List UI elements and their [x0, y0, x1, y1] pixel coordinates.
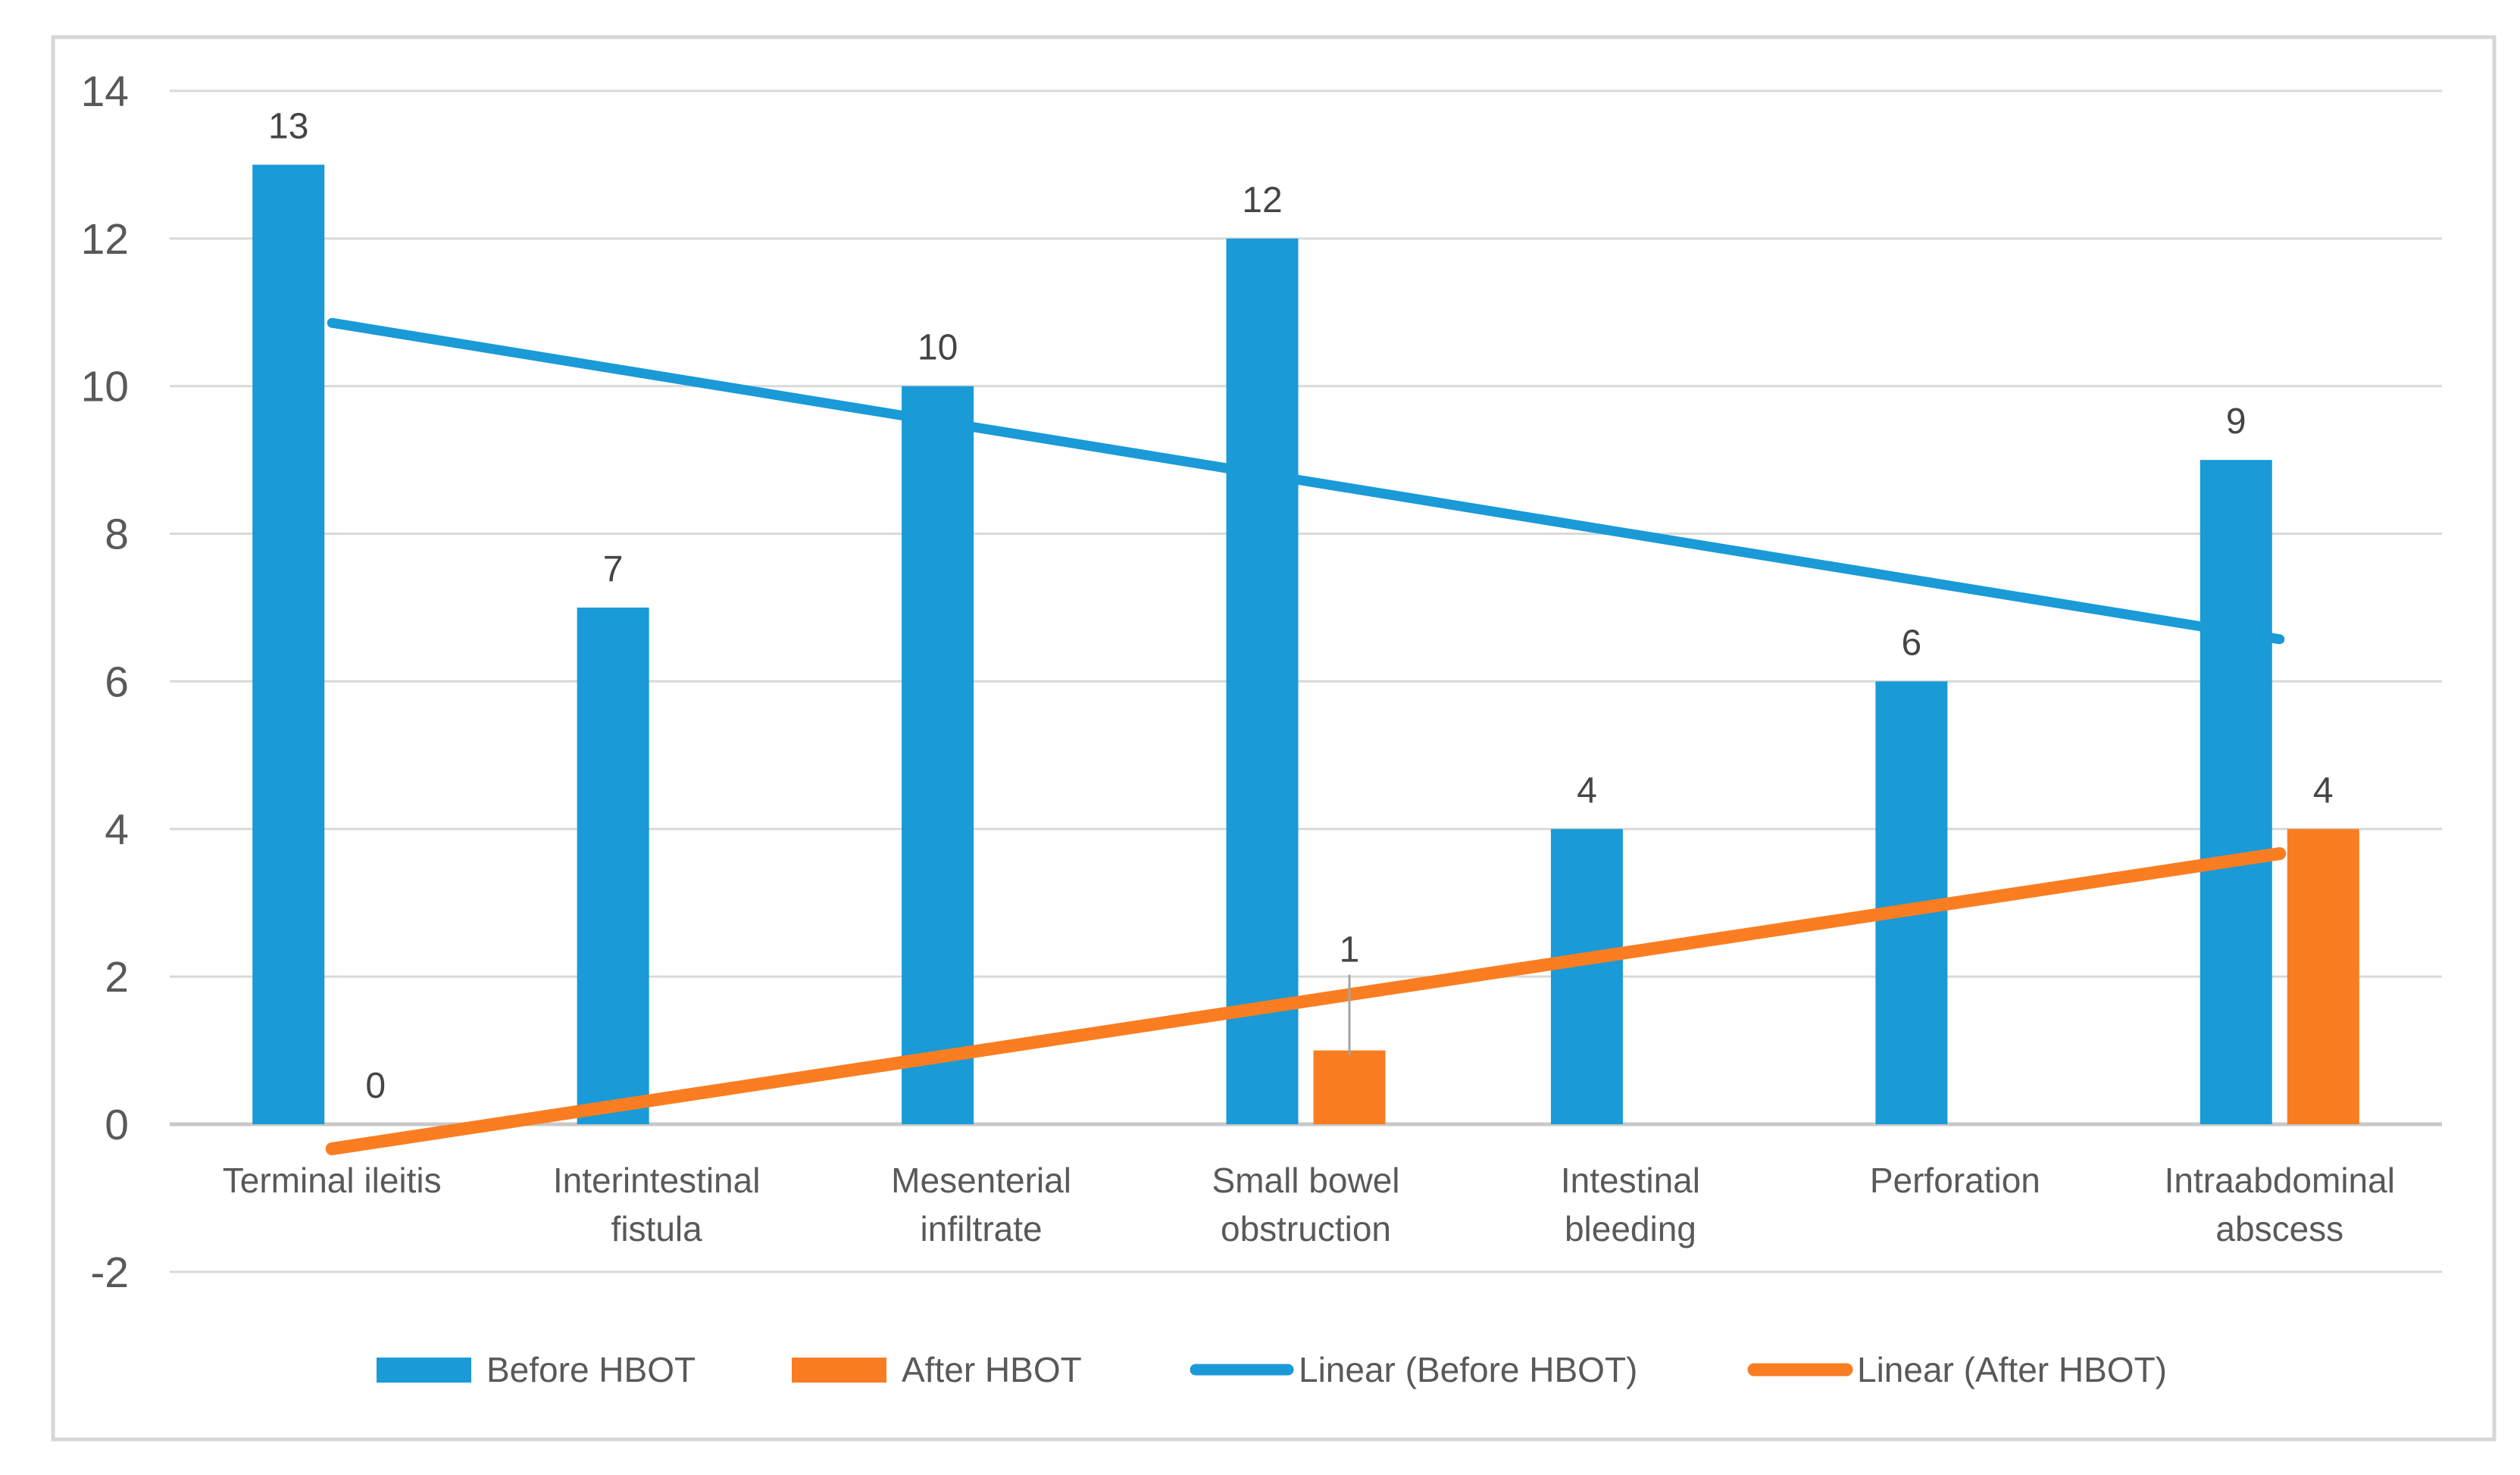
category-label: Terminal ileitis — [223, 1161, 442, 1200]
legend-label: Linear (After HBOT) — [1857, 1350, 2167, 1389]
category-label: Perforation — [1870, 1161, 2040, 1200]
y-tick-label: 0 — [105, 1101, 129, 1149]
data-label: 13 — [268, 106, 308, 146]
data-label: 1 — [1340, 930, 1360, 970]
legend-label: Before HBOT — [486, 1350, 696, 1389]
legend-swatch-bar — [377, 1358, 471, 1383]
category-label: obstruction — [1221, 1209, 1391, 1248]
y-tick-label: 10 — [81, 363, 129, 411]
legend-label: After HBOT — [902, 1350, 1082, 1389]
bar-before-hbot — [902, 386, 974, 1124]
bar-before-hbot — [1226, 238, 1299, 1125]
data-labels-group: 13 7 10 12 4 6 9 0 1 4 — [268, 106, 2334, 1106]
bar-after-hbot — [2287, 829, 2359, 1124]
y-tick-label: 6 — [105, 658, 129, 706]
data-label: 0 — [365, 1066, 386, 1106]
legend-item-linear-after-hbot: Linear (After HBOT) — [1747, 1350, 2167, 1389]
y-tick-label: -2 — [90, 1248, 129, 1297]
trendline-before-hbot — [327, 317, 2285, 645]
y-tick-label: 8 — [105, 511, 129, 559]
y-tick-label: 4 — [105, 805, 129, 854]
category-label: abscess — [2215, 1209, 2343, 1248]
category-label: Mesenterial — [891, 1161, 1071, 1200]
bar-before-hbot — [2200, 460, 2272, 1124]
bars-group — [252, 164, 2359, 1125]
y-tick-label: 14 — [81, 67, 129, 116]
data-label: 6 — [1902, 623, 1922, 663]
legend-swatch-bar — [792, 1358, 886, 1383]
gridlines-group — [170, 89, 2442, 1273]
category-label: bleeding — [1565, 1209, 1696, 1248]
bar-before-hbot — [1550, 829, 1623, 1124]
trendline-after-hbot — [325, 847, 2287, 1155]
category-label: Intraabdominal — [2165, 1161, 2395, 1200]
data-label: 4 — [2313, 770, 2334, 811]
category-label: Interintestinal — [553, 1161, 761, 1200]
legend-item-before-hbot: Before HBOT — [377, 1350, 696, 1389]
category-label: Small bowel — [1212, 1161, 1400, 1200]
legend-item-after-hbot: After HBOT — [792, 1350, 1082, 1389]
data-label: 7 — [603, 549, 624, 589]
bar-before-hbot — [252, 164, 325, 1124]
data-label: 9 — [2226, 402, 2246, 442]
data-label: 4 — [1577, 770, 1597, 811]
bar-after-hbot — [1313, 1050, 1386, 1124]
y-tick-label: 12 — [81, 215, 129, 264]
y-axis-tick-labels: 14 12 10 8 6 4 2 0 -2 — [81, 67, 129, 1297]
x-axis-category-labels: Terminal ileitis Interintestinal fistula Me… — [223, 1161, 2395, 1248]
bar-before-hbot — [577, 607, 649, 1124]
category-label: fistula — [611, 1209, 703, 1248]
legend-label: Linear (Before HBOT) — [1299, 1350, 1637, 1389]
category-label: infiltrate — [921, 1209, 1043, 1248]
data-label: 12 — [1242, 180, 1282, 220]
category-label: Intestinal — [1561, 1161, 1700, 1200]
legend: Before HBOT After HBOT Linear (Before HBOT… — [377, 1350, 2167, 1389]
data-label: 10 — [918, 328, 958, 368]
y-tick-label: 2 — [105, 953, 129, 1002]
legend-item-linear-before-hbot: Linear (Before HBOT) — [1190, 1350, 1637, 1389]
